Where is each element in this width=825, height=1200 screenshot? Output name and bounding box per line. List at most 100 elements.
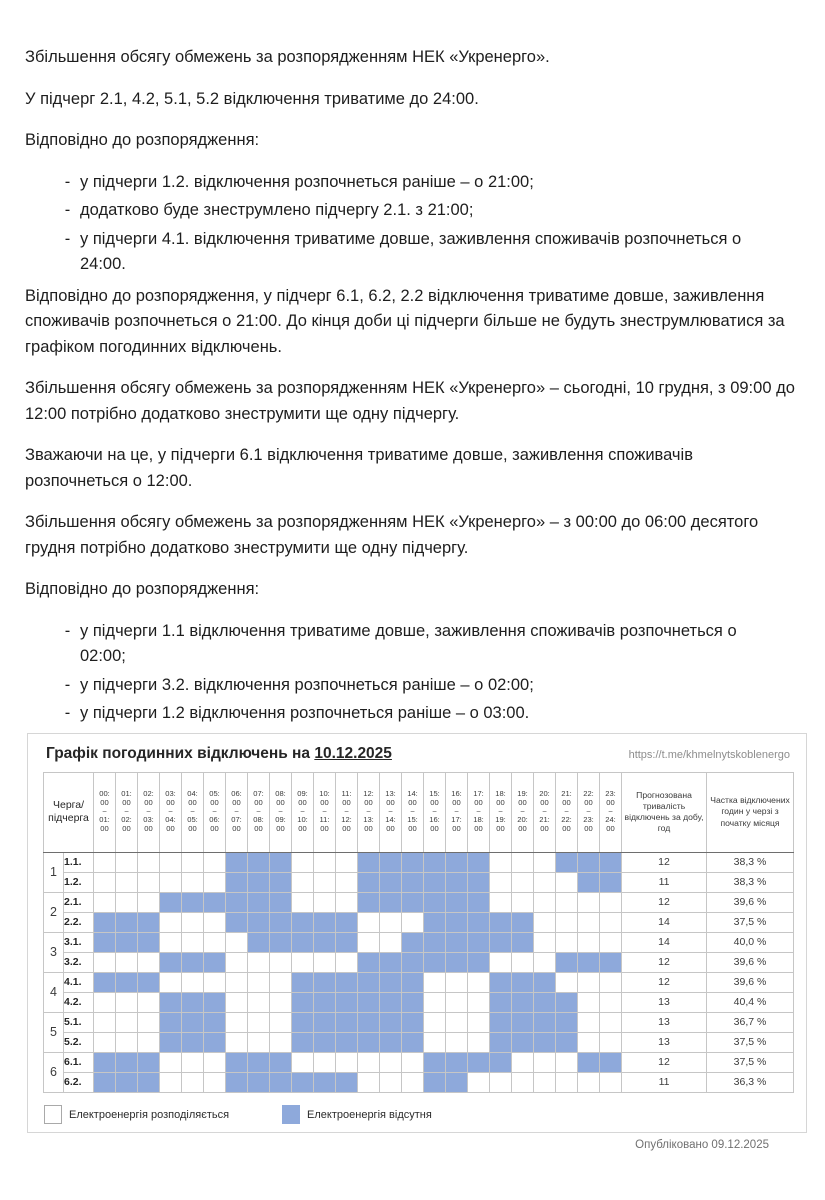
power-off-cell [401, 931, 425, 953]
share-value: 39,6 % [706, 891, 795, 913]
power-off-cell [291, 931, 315, 953]
power-off-cell [423, 1071, 447, 1093]
dash-bullet: - [64, 201, 71, 219]
power-off-cell [181, 891, 205, 913]
power-off-cell [269, 1071, 293, 1093]
power-on-cell [115, 951, 139, 973]
power-on-cell [401, 1051, 425, 1073]
power-on-cell [225, 971, 249, 993]
hour-header: 22: 00–23: 00 [577, 771, 601, 853]
bullet-list: -у підчерги 1.1 відключення триватиме до… [25, 619, 800, 727]
paragraph: Збільшення обсягу обмежень за розпорядже… [25, 48, 550, 66]
power-off-cell [335, 1011, 359, 1033]
power-on-cell [379, 1071, 403, 1093]
power-on-cell [181, 871, 205, 893]
list-item: -у підчерги 1.1 відключення триватиме до… [25, 619, 800, 670]
power-off-cell [225, 911, 249, 933]
bullet-list: -у підчерги 1.2. відключення розпочнетьс… [25, 170, 800, 278]
power-off-cell [401, 891, 425, 913]
dash-bullet: - [64, 675, 71, 694]
hour-header: 05: 00–06: 00 [203, 771, 227, 853]
power-off-cell [357, 951, 381, 973]
list-item-text: у підчерги 1.2 відключення розпочнеться … [80, 704, 530, 722]
subqueue-label: 4.2. [62, 991, 95, 1013]
power-on-cell [93, 1011, 117, 1033]
power-off-cell [445, 911, 469, 933]
subqueue-label: 6.2. [62, 1071, 95, 1093]
hour-header: 12: 00–13: 00 [357, 771, 381, 853]
power-on-cell [533, 931, 557, 953]
power-off-cell [599, 1051, 623, 1073]
power-off-cell [357, 991, 381, 1013]
duration-value: 14 [621, 931, 708, 953]
hour-header: 21: 00–22: 00 [555, 771, 579, 853]
list-item-text: додатково буде знеструмлено підчергу 2.1… [80, 201, 474, 219]
list-item-text: у підчерги 3.2. відключення розпочнеться… [80, 675, 534, 694]
power-off-cell [599, 871, 623, 893]
power-off-cell [555, 851, 579, 873]
power-off-cell [115, 931, 139, 953]
power-on-cell [555, 911, 579, 933]
power-on-cell [247, 951, 271, 973]
hour-header: 14: 00–15: 00 [401, 771, 425, 853]
power-off-cell [489, 971, 513, 993]
power-on-cell [159, 1071, 183, 1093]
schedule-row-6.2: 6.2. 11 36,3 % [44, 1071, 795, 1093]
schedule-table: Черга/підчерга 00: 00–01: 00 01: 00–02: 00 02: 0… [42, 771, 795, 1093]
power-off-cell [357, 891, 381, 913]
hour-header: 03: 00–04: 00 [159, 771, 183, 853]
power-off-cell [159, 991, 183, 1013]
power-off-cell [269, 911, 293, 933]
power-on-cell [379, 911, 403, 933]
power-off-cell [335, 991, 359, 1013]
power-on-cell [599, 891, 623, 913]
power-on-cell [489, 851, 513, 873]
power-off-cell [379, 951, 403, 973]
power-off-cell [379, 1031, 403, 1053]
power-off-cell [137, 971, 161, 993]
power-off-cell [599, 951, 623, 973]
power-off-cell [401, 971, 425, 993]
power-off-cell [357, 971, 381, 993]
hour-header: 16: 00–17: 00 [445, 771, 469, 853]
list-item-text: у підчерги 1.1 відключення триватиме дов… [80, 621, 737, 666]
schedule-row-1.1: 1 1.1. 12 38,3 % [43, 851, 795, 893]
subqueue-label: 3.2. [62, 951, 95, 973]
power-on-cell [115, 851, 139, 873]
share-value: 39,6 % [706, 971, 795, 993]
power-on-cell [269, 991, 293, 1013]
paragraph: Зважаючи на це, у підчерги 6.1 відключен… [25, 446, 693, 490]
list-item: -у підчерги 3.2. відключення розпочнетьс… [25, 673, 800, 699]
power-off-cell [159, 1011, 183, 1033]
schedule-row-3.2: 3.2. 12 39,6 % [44, 951, 795, 973]
power-on-cell [203, 1051, 227, 1073]
power-off-cell [247, 911, 271, 933]
power-on-cell [203, 1071, 227, 1093]
power-off-cell [247, 891, 271, 913]
power-on-cell [467, 991, 491, 1013]
power-on-cell [401, 1071, 425, 1093]
power-off-cell [137, 911, 161, 933]
power-on-cell [291, 951, 315, 973]
power-on-cell [159, 851, 183, 873]
graph-header: Графік погодинних відключень на 10.12.20… [43, 745, 790, 763]
power-on-cell [159, 911, 183, 933]
power-off-cell [203, 951, 227, 973]
legend-label: Електроенергія розподіляється [69, 1108, 230, 1121]
power-off-cell [357, 851, 381, 873]
power-off-cell [115, 971, 139, 993]
subqueue-label: 4.1. [62, 971, 95, 993]
power-off-cell [269, 931, 293, 953]
power-off-cell [269, 851, 293, 873]
power-off-cell [93, 911, 117, 933]
power-off-cell [93, 931, 117, 953]
telegram-link[interactable]: https://t.me/khmelnytskoblenergo [628, 748, 790, 761]
power-off-cell [247, 1071, 271, 1093]
power-off-cell [511, 931, 535, 953]
hour-header: 02: 00–03: 00 [137, 771, 161, 853]
power-off-cell [247, 871, 271, 893]
power-on-cell [181, 1071, 205, 1093]
power-off-cell [159, 1031, 183, 1053]
share-value: 37,5 % [706, 911, 795, 933]
hour-header: 07: 00–08: 00 [247, 771, 271, 853]
